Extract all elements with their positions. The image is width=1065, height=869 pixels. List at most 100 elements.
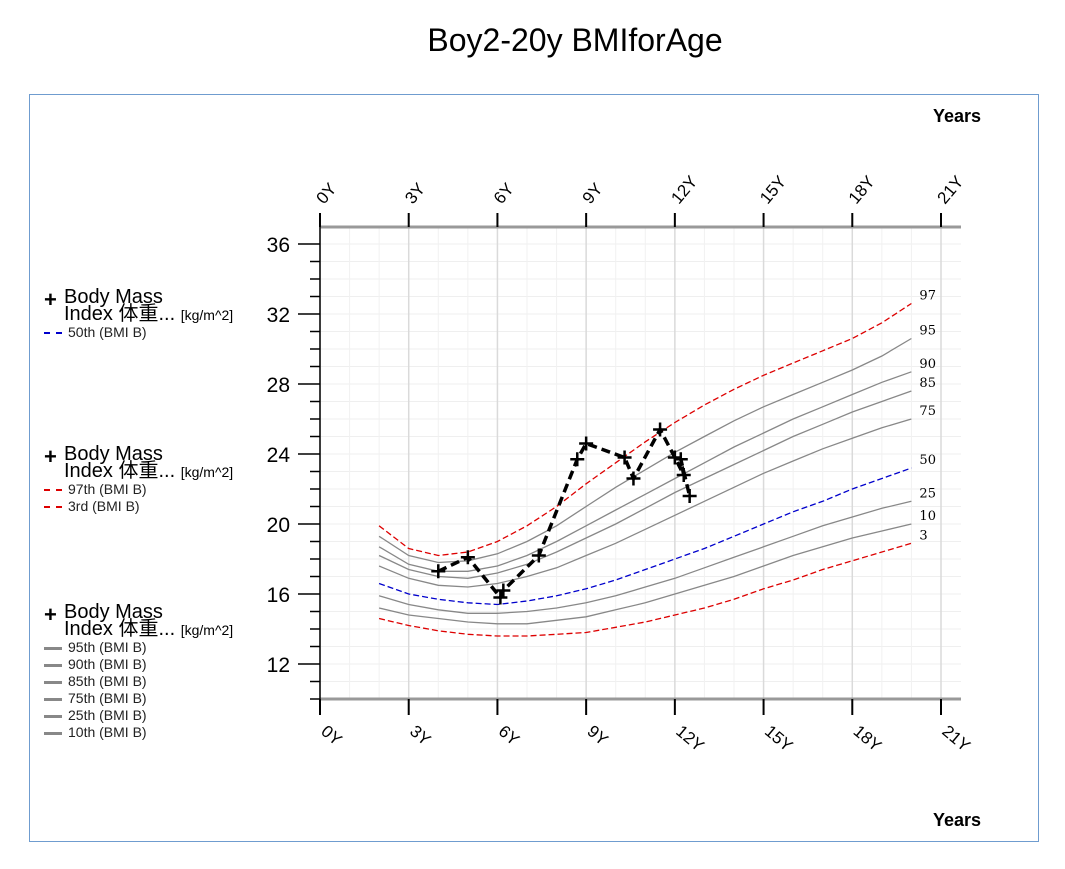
legend-swatch	[44, 697, 62, 701]
percentile-label-90: 90	[919, 357, 936, 372]
percentile-label-50: 50	[919, 453, 936, 468]
bmi-data-point	[579, 436, 594, 451]
legend-swatch	[44, 680, 62, 684]
percentile-label-10: 10	[919, 509, 936, 524]
x-tick-label-bottom: 9Y	[584, 722, 612, 750]
legend-plus-icon: +	[44, 444, 57, 469]
bmi-data-point	[460, 550, 475, 565]
x-tick-label-bottom: 21Y	[938, 722, 973, 756]
percentile-curve-3	[378, 542, 912, 637]
legend-item: 25th (BMI B)	[44, 707, 233, 724]
percentile-label-3: 3	[919, 528, 927, 543]
legend-unit: [kg/m^2]	[180, 622, 234, 638]
bmi-data-point	[496, 583, 511, 598]
x-tick-label-top: 15Y	[756, 172, 790, 207]
x-tick-label-top: 6Y	[490, 179, 518, 207]
bmi-data-point	[682, 489, 697, 503]
y-tick-label: 24	[267, 444, 291, 467]
legend-series-name2: Index 体重...	[64, 618, 176, 640]
percentile-label-85: 85	[919, 376, 936, 391]
legend-item: 3rd (BMI B)	[44, 498, 233, 515]
legend-label: 97th (BMI B)	[68, 481, 147, 497]
legend-item: 90th (BMI B)	[44, 656, 233, 673]
percentile-label-95: 95	[919, 324, 936, 339]
chart-title: Boy2-20y BMIforAge	[427, 22, 723, 58]
x-tick-label-bottom: 0Y	[317, 722, 345, 750]
legend-swatch	[44, 646, 62, 650]
percentile-curve-85	[378, 390, 912, 579]
percentile-label-25: 25	[919, 486, 936, 501]
y-tick-label: 16	[267, 584, 290, 607]
x-tick-label-bottom: 18Y	[850, 722, 885, 756]
legend-swatch	[44, 332, 62, 335]
legend-label: 25th (BMI B)	[68, 707, 147, 723]
x-tick-label-bottom: 12Y	[672, 722, 707, 756]
percentile-curve-10	[378, 523, 912, 625]
legend-swatch	[44, 663, 62, 667]
legend-label: 95th (BMI B)	[68, 639, 147, 655]
legend-unit: [kg/m^2]	[180, 307, 234, 323]
legend-label: 50th (BMI B)	[68, 324, 147, 340]
bmi-data-point	[673, 452, 688, 467]
legend-unit: [kg/m^2]	[180, 464, 234, 480]
bmi-data-point	[653, 422, 668, 437]
x-tick-label-top: 0Y	[313, 179, 341, 207]
percentile-curve-90	[378, 371, 912, 572]
legend-item: 10th (BMI B)	[44, 724, 233, 741]
legend-plus-icon: +	[44, 602, 57, 627]
bmi-data-point	[617, 450, 632, 465]
percentile-curve-25	[378, 500, 912, 614]
legend-series-name: Body Mass	[64, 286, 163, 308]
bmi-data-point	[493, 590, 508, 605]
x-axis-title-bottom: Years	[933, 810, 981, 830]
legend-series-name2: Index 体重...	[64, 303, 176, 325]
legend-swatch	[44, 506, 62, 509]
x-tick-label-top: 21Y	[934, 172, 968, 207]
bmi-data-point	[570, 452, 585, 467]
y-tick-label: 32	[267, 304, 290, 327]
legend-swatch	[44, 714, 62, 718]
legend-item: 75th (BMI B)	[44, 690, 233, 707]
legend-group-1: + Body Mass Index 体重... [kg/m^2] 50th (B…	[44, 286, 234, 341]
y-tick-label: 36	[267, 234, 290, 257]
bmi-data-point	[676, 468, 691, 482]
percentile-curve-97	[378, 302, 912, 557]
legend-swatch	[44, 489, 62, 492]
legend-item: 50th (BMI B)	[44, 324, 233, 341]
legend-label: 10th (BMI B)	[68, 724, 147, 740]
legend-item: 97th (BMI B)	[44, 481, 233, 498]
legend-swatch	[44, 731, 62, 735]
percentile-curve-50	[378, 467, 912, 606]
chart-frame	[29, 94, 1039, 842]
legend-item: 95th (BMI B)	[44, 639, 233, 656]
bmi-data-point	[531, 548, 546, 563]
percentile-label-75: 75	[919, 404, 936, 419]
x-tick-label-top: 12Y	[667, 172, 701, 207]
y-tick-label: 20	[267, 514, 290, 537]
legend-label: 90th (BMI B)	[68, 656, 147, 672]
bmi-data-point	[626, 471, 641, 486]
x-tick-label-top: 3Y	[401, 179, 429, 207]
x-tick-label-bottom: 6Y	[495, 722, 523, 750]
x-tick-label-bottom: 15Y	[761, 722, 796, 756]
legend-label: 3rd (BMI B)	[68, 498, 140, 514]
bmi-data-point	[431, 564, 446, 579]
y-tick-label: 28	[267, 374, 290, 397]
legend-group-3: + Body Mass Index 体重... [kg/m^2] 95th (B…	[44, 601, 234, 741]
legend-series-name: Body Mass	[64, 601, 163, 623]
x-axis-title-top: Years	[933, 106, 981, 126]
percentile-label-97: 97	[919, 289, 936, 304]
legend-plus-icon: +	[44, 287, 57, 312]
x-tick-label-top: 18Y	[845, 172, 879, 207]
legend-item: 85th (BMI B)	[44, 673, 233, 690]
legend-series-name: Body Mass	[64, 443, 163, 465]
legend-series-name2: Index 体重...	[64, 460, 176, 482]
legend-label: 75th (BMI B)	[68, 690, 147, 706]
legend-label: 85th (BMI B)	[68, 673, 147, 689]
x-tick-label-top: 9Y	[579, 179, 607, 207]
x-tick-label-bottom: 3Y	[406, 722, 434, 750]
legend-group-2: + Body Mass Index 体重... [kg/m^2] 97th (B…	[44, 443, 234, 515]
percentile-curve-75	[378, 418, 912, 588]
y-tick-label: 12	[267, 654, 290, 677]
